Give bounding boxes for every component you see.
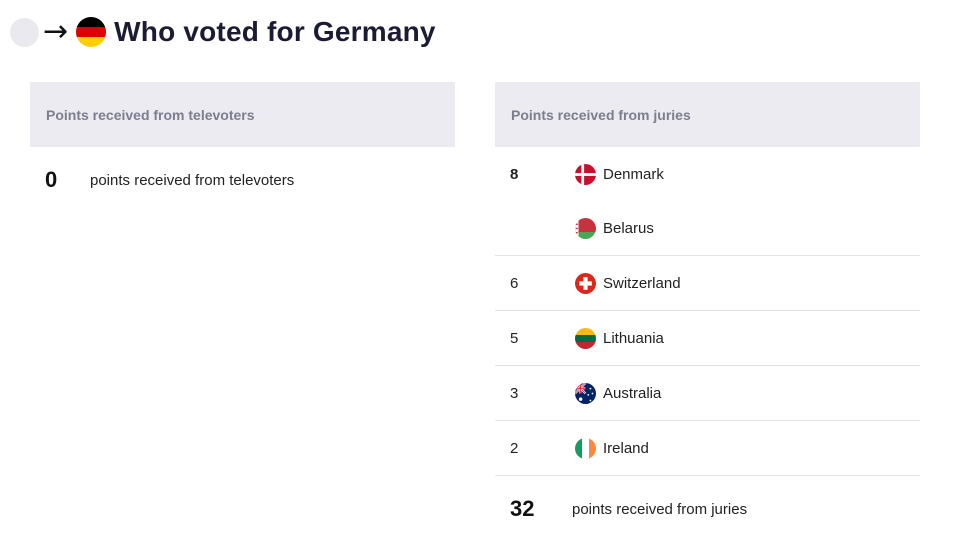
points-value: 3 — [510, 384, 519, 402]
page-header: → Who voted for Germany — [10, 14, 436, 50]
lithuania-flag-icon — [575, 327, 596, 349]
juries-heading: Points received from juries — [495, 82, 920, 147]
points-value: 5 — [510, 329, 519, 347]
juries-panel: Points received from juries 8 Denmark — [495, 82, 920, 540]
country-name: Australia — [603, 384, 662, 402]
arrow-icon: → — [43, 14, 69, 49]
points-value: 2 — [510, 439, 519, 457]
denmark-flag-icon — [575, 163, 596, 185]
australia-flag-icon — [575, 382, 596, 404]
juries-total: 32 — [510, 496, 535, 521]
jury-points-group: 5 Lithuania — [495, 311, 920, 366]
jury-vote-row: 2 Ireland — [495, 421, 920, 475]
country-name: Denmark — [603, 165, 664, 183]
jury-points-group: 3 Australia — [495, 366, 920, 421]
jury-vote-row: 6 Switzerland — [495, 256, 920, 310]
televoters-heading: Points received from televoters — [30, 82, 455, 147]
jury-points-group: 6 Switzerland — [495, 256, 920, 311]
germany-flag-icon — [76, 17, 107, 47]
ireland-flag-icon — [575, 437, 596, 459]
jury-vote-row: 8 Denmark — [495, 147, 920, 201]
jury-vote-row: 5 Lithuania — [495, 311, 920, 365]
televoters-summary: 0 points received from televoters — [30, 147, 455, 213]
switzerland-flag-icon — [575, 272, 596, 294]
televoters-panel: Points received from televoters 0 points… — [30, 82, 455, 213]
jury-points-group: 8 Denmark — [495, 147, 920, 256]
country-name: Switzerland — [603, 274, 681, 292]
belarus-flag-icon — [575, 217, 596, 239]
country-placeholder-icon — [10, 17, 39, 47]
juries-summary: 32 points received from juries — [495, 476, 920, 540]
country-name: Ireland — [603, 439, 649, 457]
jury-vote-row: 3 Australia — [495, 366, 920, 420]
points-value: 6 — [510, 274, 519, 292]
jury-vote-row: Belarus — [495, 201, 920, 255]
televoters-total-label: points received from televoters — [90, 171, 295, 189]
juries-total-label: points received from juries — [572, 500, 748, 518]
country-name: Belarus — [603, 219, 654, 237]
country-name: Lithuania — [603, 329, 664, 347]
points-value: 8 — [510, 165, 519, 183]
jury-points-group: 2 Ireland — [495, 421, 920, 476]
televoters-total: 0 — [45, 167, 58, 192]
page-title: Who voted for Germany — [114, 16, 436, 47]
